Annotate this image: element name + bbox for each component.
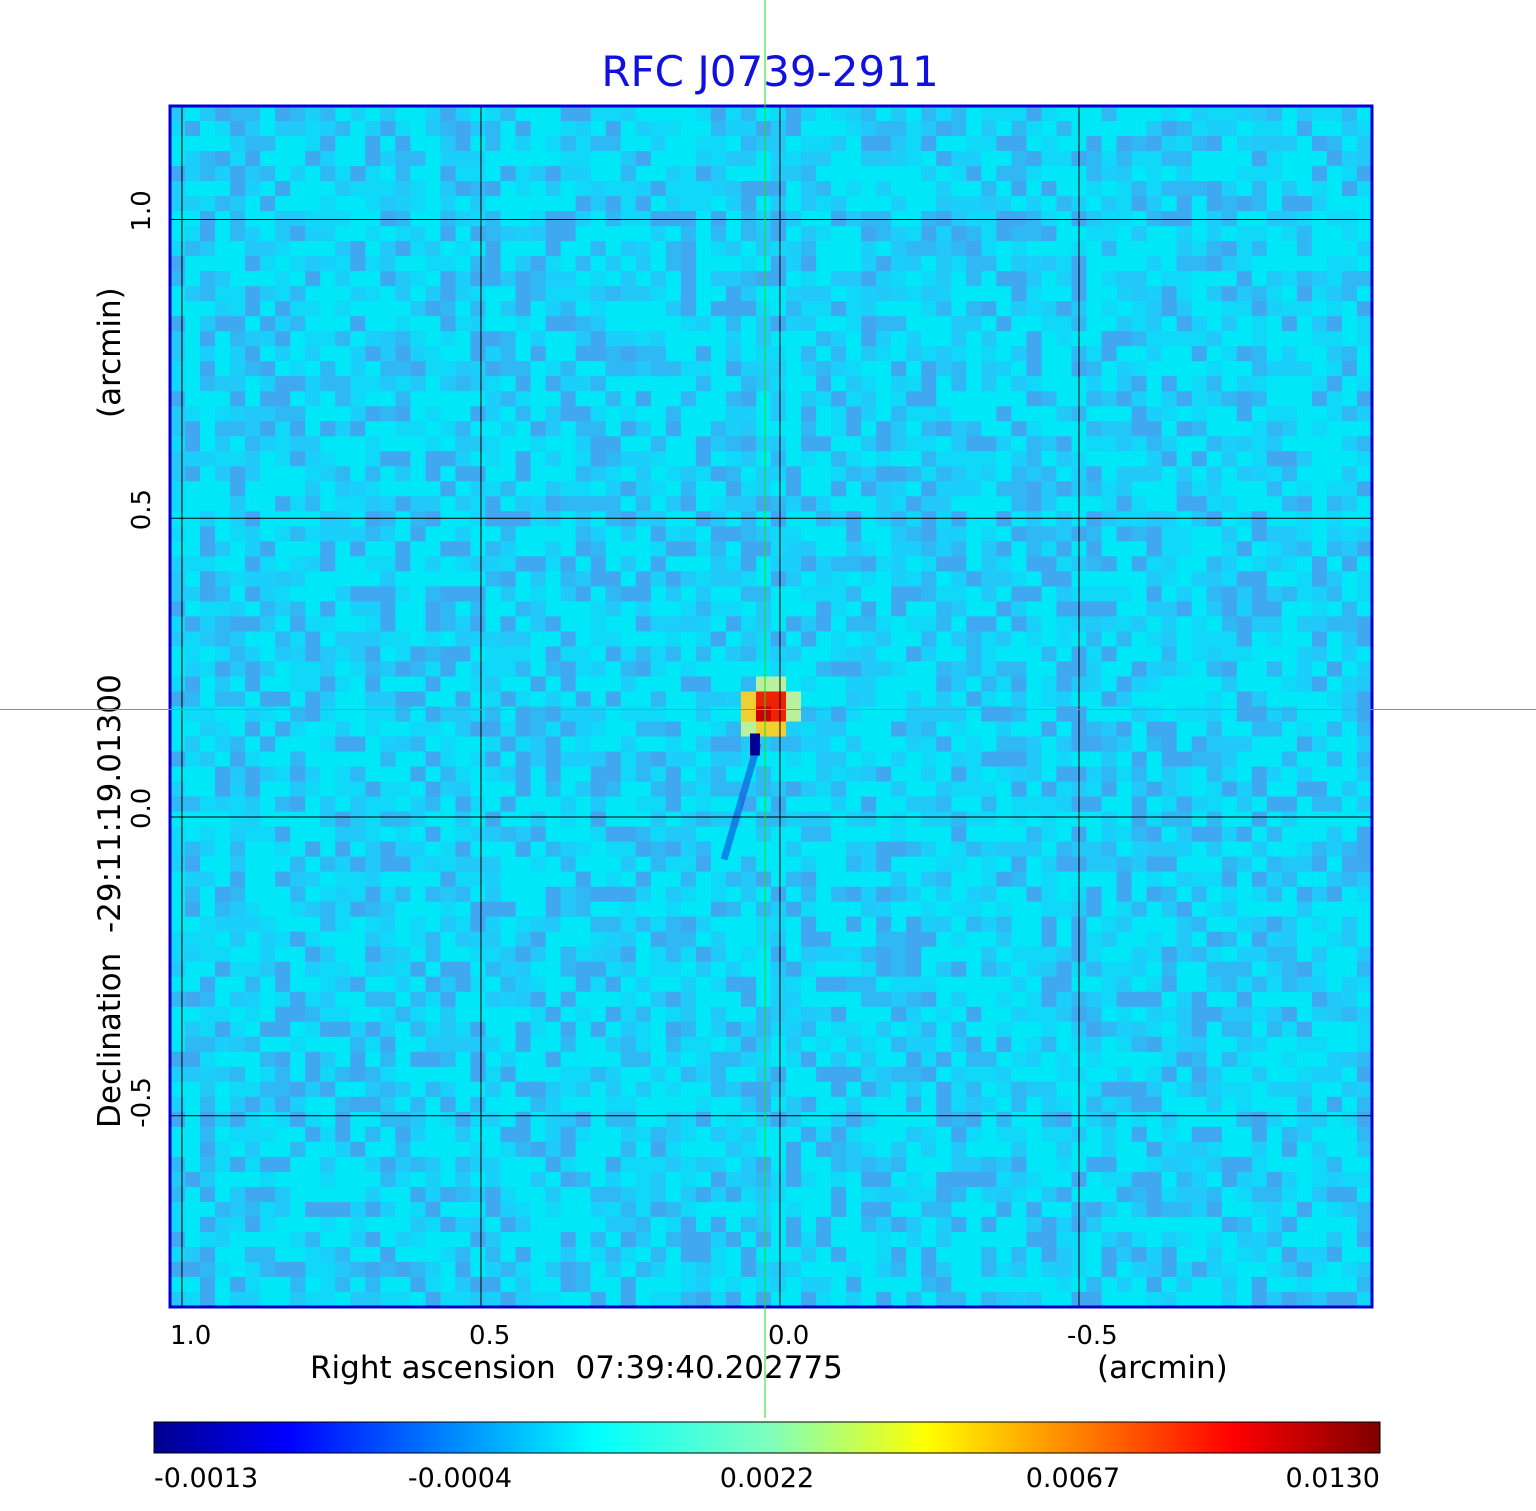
y-tick-labels: 1.0 0.5 0.0 -0.5: [127, 190, 157, 1128]
x-axis-unit: (arcmin): [1097, 1350, 1228, 1386]
y-tick-label: 0.0: [127, 788, 157, 829]
y-tick-label: -0.5: [127, 1077, 157, 1128]
y-axis-label: Declination -29:11:19.01300: [92, 674, 128, 1128]
chart-title: RFC J0739-2911: [601, 47, 938, 96]
x-tick-labels: 1.0 0.5 0.0 -0.5: [170, 1321, 1118, 1351]
x-tick-label: -0.5: [1067, 1321, 1118, 1351]
x-tick-label: 1.0: [170, 1321, 211, 1351]
y-tick-label: 0.5: [127, 489, 157, 530]
coordinate-grid: [170, 106, 1372, 1307]
colorbar-tick-label: -0.0004: [408, 1463, 512, 1494]
x-axis-label: Right ascension 07:39:40.202775: [310, 1350, 843, 1386]
colorbar-tick-label: 0.0067: [1026, 1463, 1120, 1494]
plot-frame: [168, 104, 1374, 1309]
crosshair: [0, 0, 1536, 1418]
y-tick-label: 1.0: [127, 190, 157, 231]
colorbar-tick-label: -0.0013: [154, 1463, 258, 1494]
colorbar-tick-labels: -0.0013 -0.0004 0.0022 0.0067 0.0130: [154, 1463, 1380, 1494]
heatmap-image: [170, 106, 1372, 1307]
colorbar-tick-label: 0.0130: [1286, 1463, 1380, 1494]
colorbar-tick-label: 0.0022: [720, 1463, 814, 1494]
x-tick-label: 0.0: [768, 1321, 809, 1351]
y-axis-unit: (arcmin): [92, 287, 128, 418]
colorbar: [153, 1421, 1381, 1454]
x-tick-label: 0.5: [469, 1321, 510, 1351]
